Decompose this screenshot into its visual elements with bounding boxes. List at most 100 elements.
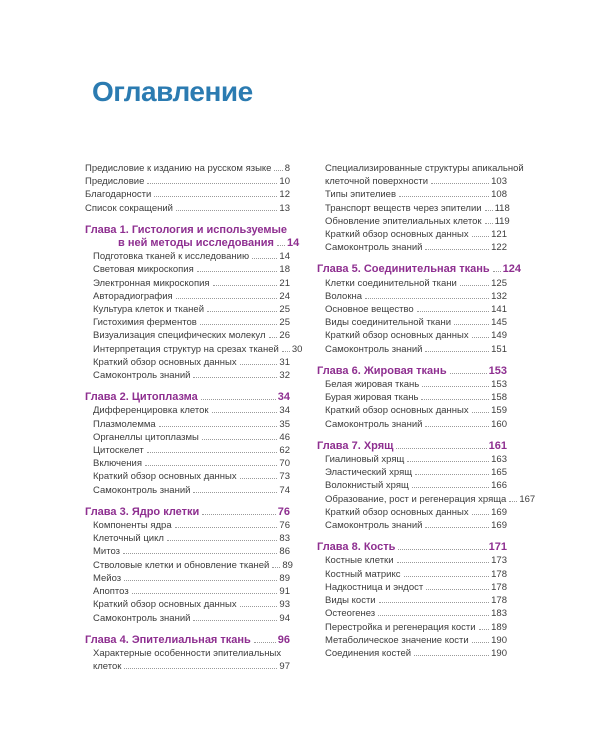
toc-entry: Типы эпителиев 108: [317, 188, 507, 201]
dot-leader: [281, 350, 290, 352]
entry-line: Соединения костей 190: [325, 647, 507, 660]
entry-label: Визуализация специфических молекул: [93, 330, 266, 342]
page-number: 171: [488, 541, 507, 554]
entry-label: Апоптоз: [93, 586, 129, 598]
page-number: 151: [491, 343, 507, 355]
entry-label: Самоконтроль знаний: [325, 520, 423, 532]
toc-entry: Электронная микроскопия 21: [85, 277, 290, 290]
entry-label: Интерпретация структур на срезах тканей: [93, 343, 279, 355]
toc-entry: Органеллы цитоплазмы 46: [85, 431, 290, 444]
page-number: 97: [279, 661, 290, 673]
entry-line: Краткий обзор основных данных 73: [93, 470, 290, 483]
entry-line: Самоконтроль знаний 151: [325, 343, 507, 356]
entry-label: Виды кости: [325, 595, 376, 607]
entry-label: Перестройка и регенерация кости: [325, 621, 476, 633]
dot-leader: [471, 236, 490, 238]
dot-leader: [124, 668, 278, 670]
toc-entry: Соединения костей 190: [317, 647, 507, 660]
entry-label: Компоненты ядра: [93, 520, 172, 532]
toc-entry: Световая микроскопия 18: [85, 263, 290, 276]
dot-leader: [454, 324, 490, 326]
entry-line: Мейоз 89: [93, 572, 290, 585]
entry-line: Визуализация специфических молекул 26: [93, 329, 290, 342]
entry-line: Компоненты ядра 76: [93, 519, 290, 532]
entry-line: Стволовые клетки и обновление тканей 89: [93, 559, 293, 572]
toc-entry: Виды кости 178: [317, 594, 507, 607]
dot-leader: [202, 513, 276, 515]
toc-entry: Список сокращений 13: [85, 202, 290, 215]
toc-entry: Благодарности 12: [85, 188, 290, 201]
page-number: 121: [491, 229, 507, 241]
entry-label: клеточной поверхности: [325, 176, 429, 188]
page-number: 76: [277, 505, 290, 518]
toc-entry: Костный матрикс 178: [317, 568, 507, 581]
entry-line: Виды соединительной ткани 145: [325, 316, 507, 329]
page-number: 12: [279, 189, 290, 201]
entry-line: клеточной поверхности 103: [325, 175, 507, 188]
toc-entry: Стволовые клетки и обновление тканей 89: [85, 559, 293, 572]
entry-line: Самоконтроль знаний 122: [325, 241, 507, 254]
dot-leader: [207, 311, 278, 313]
toc-entry: Краткий обзор основных данных 149: [317, 329, 507, 342]
entry-label: в ней методы исследования: [118, 237, 274, 250]
entry-line: Самоконтроль знаний 94: [93, 612, 290, 625]
dot-leader: [425, 249, 490, 251]
toc-entry: Специализированные структуры апикальной к…: [317, 162, 524, 188]
dot-leader: [449, 372, 487, 374]
page-number: 83: [279, 533, 290, 545]
dot-leader: [131, 593, 278, 595]
entry-label: Краткий обзор основных данных: [93, 356, 237, 368]
entry-label: Специализированные структуры апикальной: [325, 163, 524, 174]
page-number: 62: [279, 445, 290, 457]
entry-line: Типы эпителиев 108: [325, 188, 507, 201]
dot-leader: [492, 271, 501, 273]
dot-leader: [146, 452, 278, 454]
toc-chapter-heading: Глава 2. Цитоплазма 34: [85, 391, 290, 404]
page-title: Оглавление: [92, 76, 253, 107]
page-number: 160: [491, 418, 507, 430]
entry-label: Глава 7. Хрящ: [317, 439, 394, 452]
toc-entry: Волокна 132: [317, 290, 507, 303]
toc-entry: Подготовка тканей к исследованию 14: [85, 250, 290, 263]
page-number: 169: [491, 506, 507, 518]
page-number: 89: [282, 559, 293, 571]
entry-line: Электронная микроскопия 21: [93, 277, 290, 290]
entry-line: Виды кости 178: [325, 594, 507, 607]
entry-label: Обновление эпителиальных клеток: [325, 215, 482, 227]
toc-entry: Краткий обзор основных данных 73: [85, 470, 290, 483]
toc-entry: Предисловие 10: [85, 175, 290, 188]
page-number: 32: [279, 370, 290, 382]
dot-leader: [478, 628, 490, 630]
page-number: 173: [491, 555, 507, 567]
page-number: 141: [491, 304, 507, 316]
entry-label: Благодарности: [85, 189, 152, 201]
page-number: 118: [494, 202, 510, 214]
dot-leader: [253, 641, 276, 643]
page-number: 74: [279, 484, 290, 496]
dot-leader: [414, 654, 490, 656]
dot-leader: [378, 615, 490, 617]
entry-line: Краткий обзор основных данных 93: [93, 598, 290, 611]
entry-line: Культура клеток и тканей 25: [93, 303, 290, 316]
toc-entry: Клетки соединительной ткани 125: [317, 277, 507, 290]
dot-leader: [174, 527, 278, 529]
dot-leader: [471, 337, 490, 339]
entry-line: Обновление эпителиальных клеток 119: [325, 215, 510, 228]
toc-entry: Визуализация специфических молекул 26: [85, 329, 290, 342]
toc-entry: Самоконтроль знаний 169: [317, 519, 507, 532]
dot-leader: [201, 438, 278, 440]
toc-entry: Метаболическое значение кости 190: [317, 634, 507, 647]
entry-label: Транспорт веществ через эпителии: [325, 202, 482, 214]
entry-line: Краткий обзор основных данных 169: [325, 506, 507, 519]
page-number: 34: [279, 405, 290, 417]
entry-label: Самоконтроль знаний: [325, 343, 423, 355]
dot-leader: [425, 527, 490, 529]
dot-leader: [211, 412, 278, 414]
page-number: 86: [279, 546, 290, 558]
entry-line: Глава 2. Цитоплазма 34: [85, 391, 290, 404]
entry-line: в ней методы исследования 14: [118, 237, 299, 250]
page-number: 35: [279, 418, 290, 430]
entry-line: Список сокращений 13: [85, 202, 290, 215]
dot-leader: [252, 258, 278, 260]
